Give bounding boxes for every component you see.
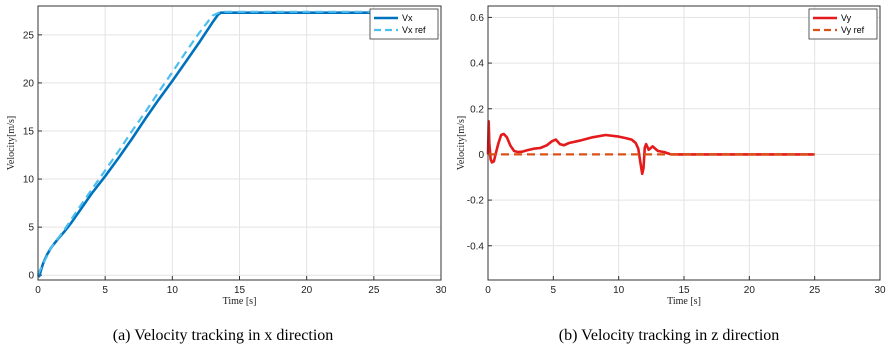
vy-ytick-label: -0.4	[467, 241, 485, 252]
vy-series-vy	[486, 120, 815, 176]
vx-chart: 0 5 10 15 20 25 30 0 5 10 15 20 25 Time [s] Velocity[m…	[6, 5, 446, 307]
vx-legend-label: Vx	[402, 13, 413, 23]
vy-legend-label: Vy	[841, 13, 852, 23]
vx-xtick-label: 15	[234, 285, 246, 296]
vx-xlabel: Time [s]	[223, 296, 257, 307]
vx-xtick-label: 20	[301, 285, 313, 296]
vx-ytick-label: 25	[23, 30, 35, 41]
vy-ylabel: Velocity[m/s]	[456, 116, 467, 170]
vx-legend-box	[369, 8, 439, 40]
vy-xlabel: Time [s]	[667, 296, 701, 307]
vy-axes-frame	[487, 5, 881, 281]
vx-xtick-label: 0	[35, 285, 41, 296]
vx-ytick-label: 0	[28, 271, 34, 282]
vx-ytick-label: 10	[23, 175, 35, 186]
vx-legend: Vx Vx ref	[369, 8, 439, 40]
vy-xtick-label: 5	[551, 285, 557, 296]
vy-xtick-label: 0	[485, 285, 491, 296]
vx-xtick-label: 10	[167, 285, 179, 296]
vy-xtick-label: 15	[678, 285, 690, 296]
vy-xtick-label: 20	[744, 285, 756, 296]
vy-xtick-label: 30	[874, 285, 886, 296]
caption-vy: (b) Velocity tracking in z direction	[558, 327, 780, 344]
vy-xtick-label: 25	[809, 285, 821, 296]
vy-ytick-label: 0	[478, 150, 484, 161]
vy-xtick-label: 10	[613, 285, 625, 296]
chart-panel-vx: 0 5 10 15 20 25 30 0 5 10 15 20 25 Time [s] Velocity[m…	[6, 5, 446, 344]
vy-legend: Vy Vy ref	[808, 8, 878, 40]
vx-ylabel: Velocity[m/s]	[6, 116, 17, 170]
vx-xtick-label: 25	[368, 285, 380, 296]
vx-grid	[37, 6, 442, 280]
vx-series-vx-ref	[37, 10, 374, 275]
vx-legend-label: Vx ref	[402, 25, 426, 35]
vx-ytick-label: 20	[23, 78, 35, 89]
vy-chart: 0 5 10 15 20 25 30 -0.4 -0.2 0 0.2 0.4 0.6 Time [s] Ve…	[456, 5, 886, 307]
vy-legend-label: Vy ref	[841, 25, 865, 35]
chart-panel-vy: 0 5 10 15 20 25 30 -0.4 -0.2 0 0.2 0.4 0.6 Time [s] Ve…	[446, 0, 891, 354]
vx-ytick-label: 5	[28, 223, 34, 234]
vy-ytick-label: 0.2	[470, 104, 484, 115]
vy-ytick-label: 0.4	[470, 59, 484, 70]
vy-ytick-label: -0.2	[467, 196, 485, 207]
vx-xtick-label: 5	[102, 285, 108, 296]
vx-xtick-label: 30	[435, 285, 446, 296]
caption-vx: (a) Velocity tracking in x direction	[112, 327, 334, 344]
vx-axes-frame	[37, 5, 442, 281]
vy-legend-box	[808, 8, 878, 40]
vy-ytick-label: 0.6	[470, 13, 484, 24]
vx-ytick-label: 15	[23, 126, 35, 137]
